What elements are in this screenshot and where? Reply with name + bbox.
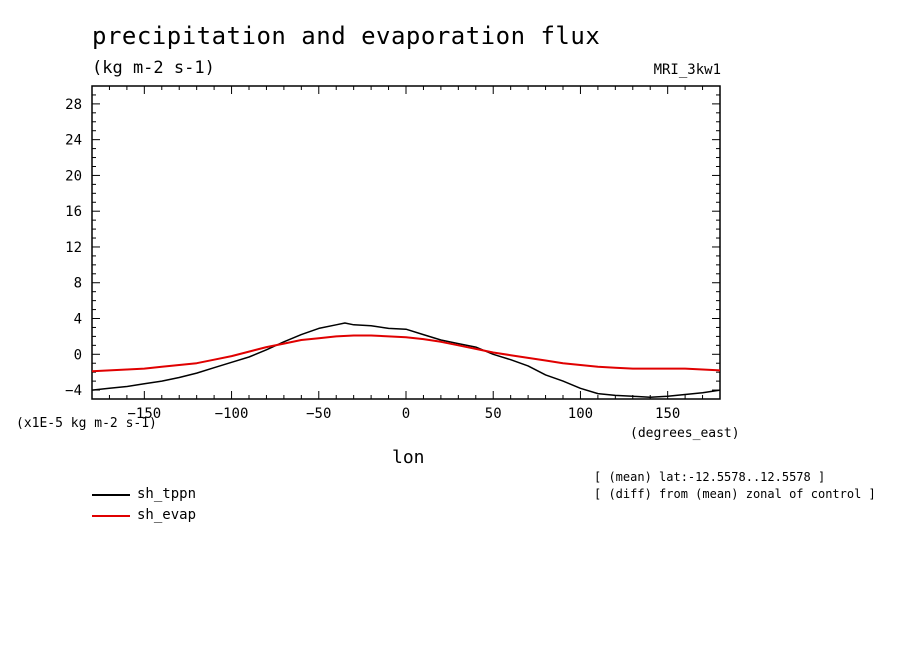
scale-note: (x1E-5 kg m-2 s-1) [16,416,157,431]
note-diff: [ (diff) from (mean) zonal of control ] [594,487,876,501]
series-line-sh-evap [91,334,721,373]
x-tick-label: 100 [568,406,593,422]
legend-swatch [92,494,130,496]
y-tick-label: 12 [65,240,82,256]
series-lines [91,322,721,398]
x-tick-label: −100 [215,406,249,422]
y-tick-label: 16 [65,204,82,220]
y-tick-label: −4 [65,383,82,399]
x-tick-label: 0 [402,406,410,422]
x-tick-label: −50 [306,406,331,422]
legend-item-sh-tppn: sh_tppn [92,486,322,504]
chart-units: (kg m-2 s-1) [92,58,215,78]
x-axis-label: lon [392,447,425,468]
legend-swatch [92,515,130,517]
model-label: MRI_3kw1 [653,62,721,78]
legend-label: sh_tppn [137,486,197,502]
series-line-sh-tppn [91,322,721,398]
legend-item-sh-evap: sh_evap [92,507,322,525]
x-tick-label: −150 [127,406,161,422]
y-tick-label: 4 [74,312,82,328]
y-tick-label: 20 [65,168,82,184]
x-tick-label: 150 [655,406,680,422]
y-tick-label: 24 [65,133,82,149]
plot-frame [91,85,721,400]
axis-ticks: −4 0 4 8 12 16 20 24 28 −150 −100 −50 0 50 100 150 [65,85,720,422]
y-tick-label: 0 [74,347,82,363]
y-tick-label: 8 [74,276,82,292]
y-tick-label: 28 [65,97,82,113]
chart-title: precipitation and evaporation flux [92,22,601,50]
note-mean-lat: [ (mean) lat:-12.5578..12.5578 ] [594,470,826,484]
x-axis-units: (degrees_east) [630,426,740,441]
x-tick-label: 50 [485,406,502,422]
legend-label: sh_evap [137,507,197,523]
